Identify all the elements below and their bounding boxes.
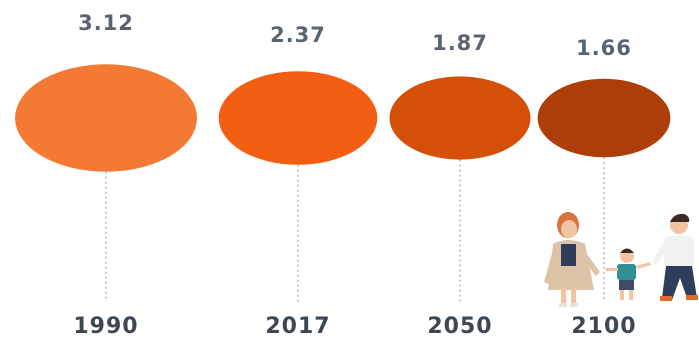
- year-label-1990: 1990: [73, 314, 138, 337]
- child-figure: [606, 248, 651, 300]
- bubble-2017: [218, 71, 378, 165]
- bubble-2050: [389, 76, 531, 160]
- value-label-1990: 3.12: [78, 11, 134, 35]
- family-walking-illustration: [544, 212, 698, 307]
- year-label-2100: 2100: [571, 314, 636, 337]
- connector-lines: [105, 157, 605, 302]
- value-label-2100: 1.66: [576, 36, 632, 60]
- value-label-2017: 2.37: [270, 23, 326, 47]
- bubble-2100: [537, 78, 671, 158]
- value-label-2050: 1.87: [432, 31, 488, 55]
- bubbles: [15, 64, 671, 172]
- year-label-2017: 2017: [265, 314, 330, 337]
- value-labels: 3.12 2.37 1.87 1.66: [78, 11, 632, 60]
- woman-figure: [544, 212, 600, 307]
- man-figure: [652, 213, 698, 301]
- year-label-2050: 2050: [427, 314, 492, 337]
- year-labels: 1990 2017 2050 2100: [73, 314, 636, 337]
- bubble-1990: [15, 64, 197, 172]
